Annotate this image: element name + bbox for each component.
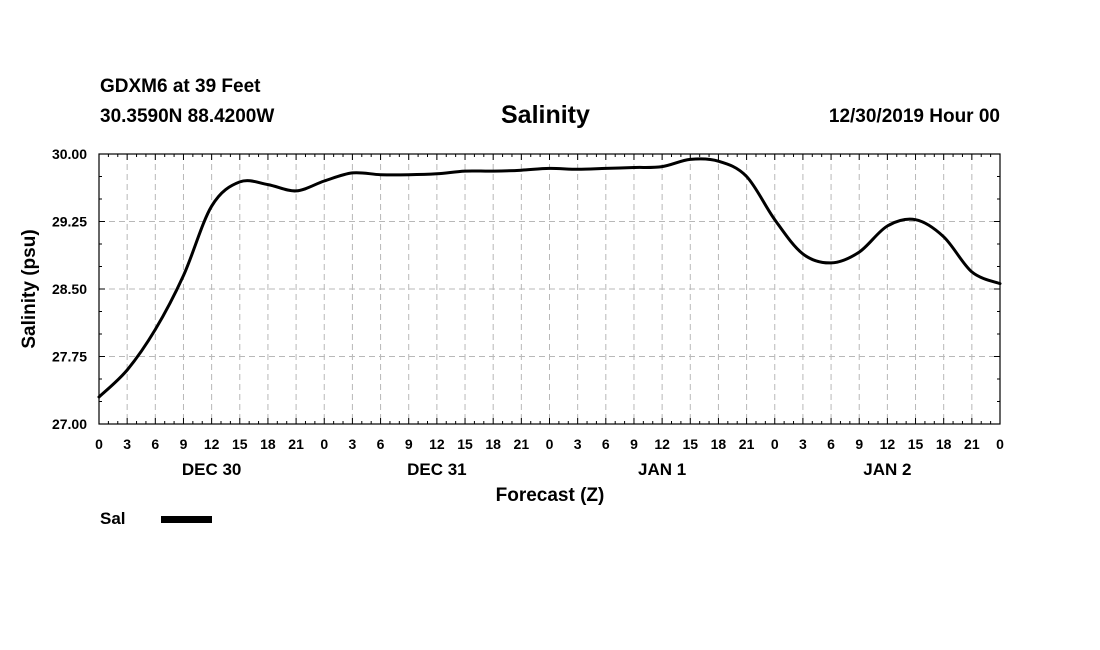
x-axis-title: Forecast (Z) bbox=[496, 485, 605, 506]
x-tick-label: 15 bbox=[232, 436, 248, 452]
x-tick-label: 18 bbox=[485, 436, 501, 452]
x-tick-label: 12 bbox=[204, 436, 220, 452]
grid-layer bbox=[99, 154, 1000, 424]
y-tick-label: 27.75 bbox=[52, 349, 87, 365]
x-tick-label: 3 bbox=[799, 436, 807, 452]
x-tick-label: 15 bbox=[682, 436, 698, 452]
x-tick-label: 21 bbox=[739, 436, 755, 452]
x-tick-label: 18 bbox=[936, 436, 952, 452]
x-tick-label: 3 bbox=[123, 436, 131, 452]
y-tick-label: 29.25 bbox=[52, 214, 87, 230]
x-tick-label: 3 bbox=[574, 436, 582, 452]
x-tick-label: 18 bbox=[711, 436, 727, 452]
axis-layer: 0 3 6 9 12 15 18 21 0 3 6 9 12 15 18 21 0 3 6 9 12 15 18 21 0 3 6 9… bbox=[52, 146, 1004, 479]
x-tick-label: 18 bbox=[260, 436, 276, 452]
x-tick-label: 15 bbox=[457, 436, 473, 452]
x-tick-label: 6 bbox=[151, 436, 159, 452]
x-tick-label: 6 bbox=[377, 436, 385, 452]
x-tick-label: 0 bbox=[95, 436, 103, 452]
coordinates-label: 30.3590N 88.4200W bbox=[100, 106, 275, 127]
day-label: JAN 1 bbox=[638, 460, 686, 479]
x-tick-label: 9 bbox=[855, 436, 863, 452]
x-tick-label: 9 bbox=[180, 436, 188, 452]
x-tick-label: 21 bbox=[514, 436, 530, 452]
legend-label: Sal bbox=[100, 509, 126, 528]
x-tick-label: 6 bbox=[827, 436, 835, 452]
y-tick-label: 30.00 bbox=[52, 146, 87, 162]
series-line-sal bbox=[97, 157, 1002, 399]
x-tick-label: 9 bbox=[405, 436, 413, 452]
day-label: JAN 2 bbox=[863, 460, 911, 479]
legend-swatch bbox=[161, 516, 212, 523]
x-tick-label: 3 bbox=[349, 436, 357, 452]
chart-title: Salinity bbox=[501, 101, 590, 129]
x-tick-label: 0 bbox=[996, 436, 1004, 452]
day-label: DEC 31 bbox=[407, 460, 467, 479]
x-tick-label: 12 bbox=[880, 436, 896, 452]
x-tick-label: 0 bbox=[771, 436, 779, 452]
x-tick-label: 12 bbox=[429, 436, 445, 452]
y-axis-title: Salinity (psu) bbox=[19, 229, 40, 348]
day-label: DEC 30 bbox=[182, 460, 242, 479]
x-tick-label: 15 bbox=[908, 436, 924, 452]
x-tick-label: 6 bbox=[602, 436, 610, 452]
x-tick-label: 0 bbox=[320, 436, 328, 452]
x-tick-label: 9 bbox=[630, 436, 638, 452]
x-tick-label: 21 bbox=[288, 436, 304, 452]
y-tick-label: 28.50 bbox=[52, 281, 87, 297]
x-tick-label: 12 bbox=[654, 436, 670, 452]
x-tick-label: 0 bbox=[546, 436, 554, 452]
x-tick-label: 21 bbox=[964, 436, 980, 452]
station-label: GDXM6 at 39 Feet bbox=[100, 76, 261, 97]
y-tick-label: 27.00 bbox=[52, 416, 87, 432]
forecast-datetime: 12/30/2019 Hour 00 bbox=[828, 106, 1000, 127]
